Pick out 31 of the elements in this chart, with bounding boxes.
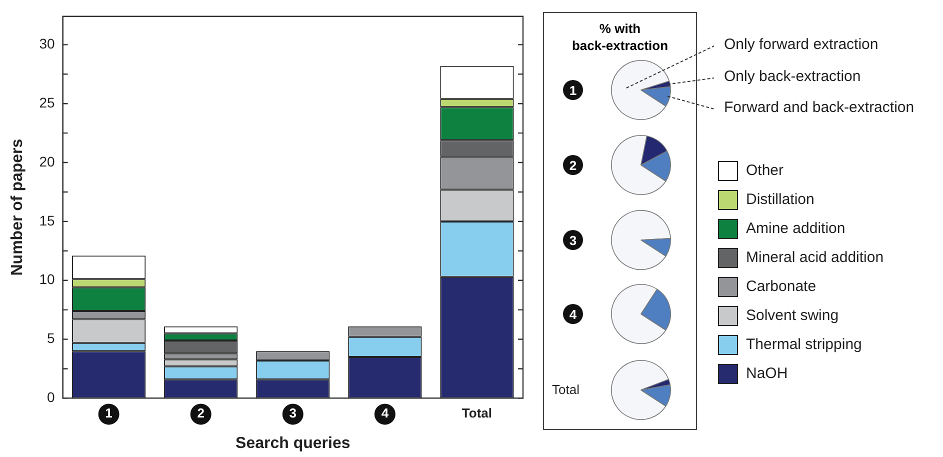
text: Other (746, 162, 784, 179)
text: 3 (563, 230, 583, 250)
text: 2 (563, 155, 583, 175)
text: 1 (563, 80, 583, 100)
y-tick-label: 30 (39, 36, 55, 52)
x-axis-title: Search queries (236, 434, 350, 452)
y-tick-label: 10 (39, 271, 55, 288)
x-tick-label: 3 (289, 406, 297, 421)
legend-label: Amine addition (746, 220, 846, 237)
x-tick-label: 4 (381, 406, 390, 421)
text: Total (552, 382, 580, 397)
legend-label: Thermal stripping (746, 336, 862, 353)
slice-label: Only forward extraction (724, 36, 878, 53)
legend-label: Carbonate (746, 278, 816, 295)
x-tick-label: 1 (105, 406, 112, 421)
legend-label: Solvent swing (746, 307, 839, 324)
legend-label: NaOH (746, 365, 788, 382)
y-tick-label: 25 (39, 94, 55, 110)
legend-label: Mineral acid addition (746, 249, 884, 266)
x-tick-label: Total (462, 406, 492, 421)
x-tick-label: 2 (197, 406, 204, 421)
slice-label: Only back-extraction (724, 68, 861, 85)
text: % with back-extraction (572, 20, 668, 54)
slice-label: Forward and back-extraction (724, 99, 914, 116)
y-tick-label: 0 (46, 389, 55, 406)
text: 4 (563, 304, 583, 324)
y-axis-title: Number of papers (9, 138, 26, 276)
legend-label: Distillation (746, 191, 814, 208)
y-tick-label: 5 (46, 330, 55, 346)
y-tick-label: 15 (39, 212, 55, 228)
y-tick-label: 20 (39, 153, 55, 170)
